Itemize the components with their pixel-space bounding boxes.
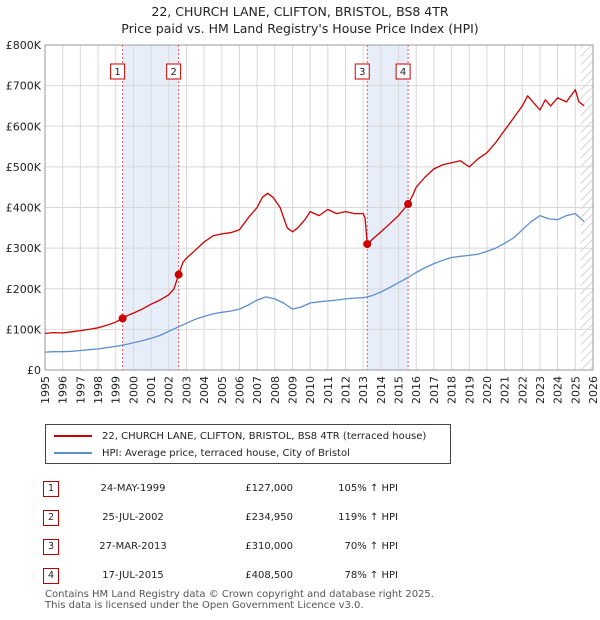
x-tick-label: 2006	[233, 376, 246, 404]
x-tick-label: 2022	[516, 376, 529, 404]
table-row: 1 24-MAY-1999 £127,000 105% ↑ HPI	[43, 474, 398, 503]
table-row: 4 17-JUL-2015 £408,500 78% ↑ HPI	[43, 561, 398, 590]
y-tick-label: £400K	[6, 202, 42, 215]
sale-point	[118, 314, 127, 323]
x-tick-label: 2003	[180, 376, 193, 404]
x-tick-label: 2009	[286, 376, 299, 404]
y-tick-label: £500K	[6, 161, 42, 174]
x-tick-label: 2008	[269, 376, 282, 404]
sale-label-border	[110, 63, 126, 80]
x-tick-label: 1995	[39, 376, 52, 404]
sale-point	[363, 240, 372, 249]
x-tick-label: 1997	[74, 376, 87, 404]
x-tick-label: 2016	[410, 376, 423, 404]
x-tick-label: 1998	[92, 376, 105, 404]
x-tick-label: 2013	[357, 376, 370, 404]
x-tick-label: 1999	[110, 376, 123, 404]
footer-copyright: Contains HM Land Registry data © Crown c…	[45, 589, 434, 600]
legend-label-property: 22, CHURCH LANE, CLIFTON, BRISTOL, BS8 4…	[102, 430, 427, 442]
x-tick-label: 2018	[446, 376, 459, 404]
footer: Contains HM Land Registry data © Crown c…	[45, 589, 434, 611]
sale-point	[174, 270, 183, 279]
x-tick-label: 2011	[322, 376, 335, 404]
legend-swatch-property	[54, 435, 92, 437]
sale-label-box: 1	[110, 63, 126, 80]
sale-date: 27-MAR-2013	[99, 541, 167, 552]
sale-date: 25-JUL-2002	[102, 512, 164, 523]
chart-legend: 22, CHURCH LANE, CLIFTON, BRISTOL, BS8 4…	[45, 424, 451, 464]
x-tick-label: 2025	[569, 376, 582, 404]
sale-number-badge: 3	[43, 538, 59, 555]
y-tick-label: £0	[27, 364, 41, 377]
sale-number-badge: 1	[43, 480, 59, 497]
x-tick-label: 2014	[375, 376, 388, 404]
footer-license: This data is licensed under the Open Gov…	[45, 600, 364, 611]
sale-label-box: 3	[354, 63, 370, 80]
chart-subtitle: Price paid vs. HM Land Registry's House …	[121, 21, 479, 36]
sale-label-number: 3	[359, 67, 365, 78]
hpi-line	[44, 212, 585, 353]
table-row: 2 25-JUL-2002 £234,950 119% ↑ HPI	[43, 503, 398, 532]
sale-price: £127,000	[245, 483, 293, 494]
x-tick-label: 2021	[499, 376, 512, 404]
table-row: 3 27-MAR-2013 £310,000 70% ↑ HPI	[43, 532, 398, 561]
x-tick-label: 2019	[463, 376, 476, 404]
x-tick-label: 2017	[428, 376, 441, 404]
x-tick-label: 2004	[198, 376, 211, 404]
plot-border	[44, 44, 594, 371]
legend-swatch-hpi	[54, 452, 92, 454]
legend-item-property: 22, CHURCH LANE, CLIFTON, BRISTOL, BS8 4…	[54, 428, 426, 444]
y-tick-label: £600K	[6, 120, 42, 133]
sale-label-number: 1	[114, 67, 120, 78]
sale-label-number: 2	[170, 67, 176, 78]
y-tick-label: £300K	[6, 242, 42, 255]
x-tick-label: 2005	[216, 376, 229, 404]
sale-price: £234,950	[245, 512, 293, 523]
sales-table: 1 24-MAY-1999 £127,000 105% ↑ HPI 2 25-J…	[43, 474, 398, 590]
sale-date: 24-MAY-1999	[100, 483, 166, 494]
y-tick-label: £800K	[6, 39, 42, 52]
legend-label-hpi: HPI: Average price, terraced house, City…	[102, 447, 350, 459]
x-tick-label: 2023	[534, 376, 547, 404]
sale-price: £310,000	[245, 541, 293, 552]
x-tick-label: 2007	[251, 376, 264, 404]
sale-label-border	[354, 63, 370, 80]
x-tick-label: 2010	[304, 376, 317, 404]
x-tick-label: 2002	[163, 376, 176, 404]
sale-hpi-diff: 119% ↑ HPI	[338, 512, 398, 523]
x-tick-label: 1996	[57, 376, 70, 404]
x-tick-label: 2024	[552, 376, 565, 404]
sale-point	[404, 200, 413, 209]
x-tick-label: 2020	[481, 376, 494, 404]
sale-price: £408,500	[245, 570, 293, 581]
sale-label-box: 2	[166, 63, 182, 80]
sale-number-badge: 2	[43, 509, 59, 526]
x-tick-label: 2012	[340, 376, 353, 404]
sale-number-badge: 4	[43, 567, 59, 584]
sale-label-border	[166, 63, 182, 80]
sale-label-number: 4	[400, 67, 406, 78]
sale-hpi-diff: 70% ↑ HPI	[344, 541, 398, 552]
sale-label-box: 4	[395, 63, 411, 80]
property-price-line	[44, 89, 585, 335]
y-tick-label: £700K	[6, 80, 42, 93]
x-tick-label: 2001	[145, 376, 158, 404]
x-tick-label: 2026	[587, 376, 600, 404]
legend-item-hpi: HPI: Average price, terraced house, City…	[54, 445, 350, 461]
chart-title: 22, CHURCH LANE, CLIFTON, BRISTOL, BS8 4…	[151, 4, 449, 19]
sale-date: 17-JUL-2015	[102, 570, 164, 581]
x-tick-label: 2015	[393, 376, 406, 404]
sale-label-border	[395, 63, 411, 80]
y-tick-label: £100K	[6, 323, 42, 336]
price-chart: £0 £100K £200K £300K £400K £500K £600K £700K £80…	[6, 39, 600, 404]
y-tick-label: £200K	[6, 283, 42, 296]
sale-hpi-diff: 78% ↑ HPI	[344, 570, 398, 581]
sale-hpi-diff: 105% ↑ HPI	[338, 483, 398, 494]
x-tick-label: 2000	[127, 376, 140, 404]
